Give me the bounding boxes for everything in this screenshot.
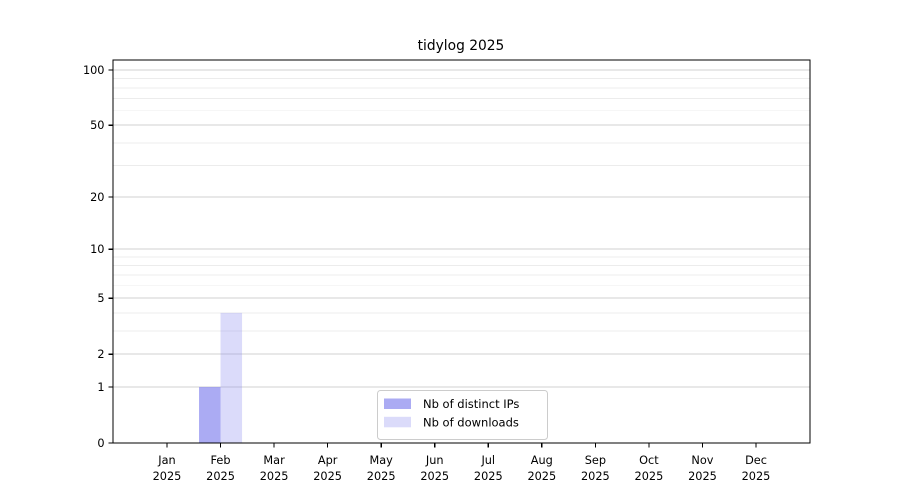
x-tick-label-month: Jan [157,454,175,467]
x-tick-label-year: 2025 [635,470,664,483]
y-tick-label: 10 [90,243,104,256]
y-tick-label: 5 [97,292,104,305]
legend: Nb of distinct IPs Nb of downloads [377,390,548,440]
x-tick-label-month: Jul [480,454,495,467]
x-tick-label-month: Sep [585,454,606,467]
x-tick-label-month: Aug [531,454,553,467]
x-tick-label-year: 2025 [420,470,449,483]
gridlines [113,69,810,388]
x-tick-label-year: 2025 [206,470,235,483]
x-tick-label-year: 2025 [688,470,717,483]
bar-nb-of-downloads-feb [220,312,243,443]
y-tick-label: 1 [97,381,104,394]
chart-title: tidylog 2025 [418,38,505,54]
legend-label-distinct-ips: Nb of distinct IPs [423,397,519,411]
x-tick-label-month: Jun [425,454,444,467]
x-tick-label-month: Feb [211,454,231,467]
y-tick-label: 20 [90,191,104,204]
x-tick-label-month: Apr [318,454,338,467]
x-tick-label-year: 2025 [527,470,556,483]
x-tick-label-year: 2025 [474,470,503,483]
x-tick-label-month: Dec [745,454,767,467]
legend-swatch-downloads [384,416,411,428]
x-tick-label-year: 2025 [742,470,771,483]
legend-box [377,390,548,440]
y-tick-label: 50 [90,119,104,132]
x-tick-label-month: Mar [263,454,285,467]
legend-swatch-distinct-ips [384,398,411,409]
plot-border [112,59,811,444]
x-tick-label-year: 2025 [313,470,342,483]
legend-label-downloads: Nb of downloads [423,416,519,430]
x-tick-label-month: Oct [639,454,659,467]
bars [199,312,243,443]
y-tick-label: 100 [83,64,105,77]
x-tick-label-month: Nov [691,454,713,467]
axes: 0 1 2 5 10 20 50 100 Jan 2025 Feb 2025 Mar 2025 Apr 202… [83,59,811,483]
x-tick-label-year: 2025 [153,470,182,483]
x-tick-label-year: 2025 [367,470,396,483]
bar-nb-of-distinct-ips-feb [199,386,221,443]
x-tick-label-year: 2025 [260,470,289,483]
y-tick-label: 2 [97,348,104,361]
x-tick-label-year: 2025 [581,470,610,483]
y-tick-label: 0 [97,437,104,450]
x-tick-label-month: May [370,454,394,467]
